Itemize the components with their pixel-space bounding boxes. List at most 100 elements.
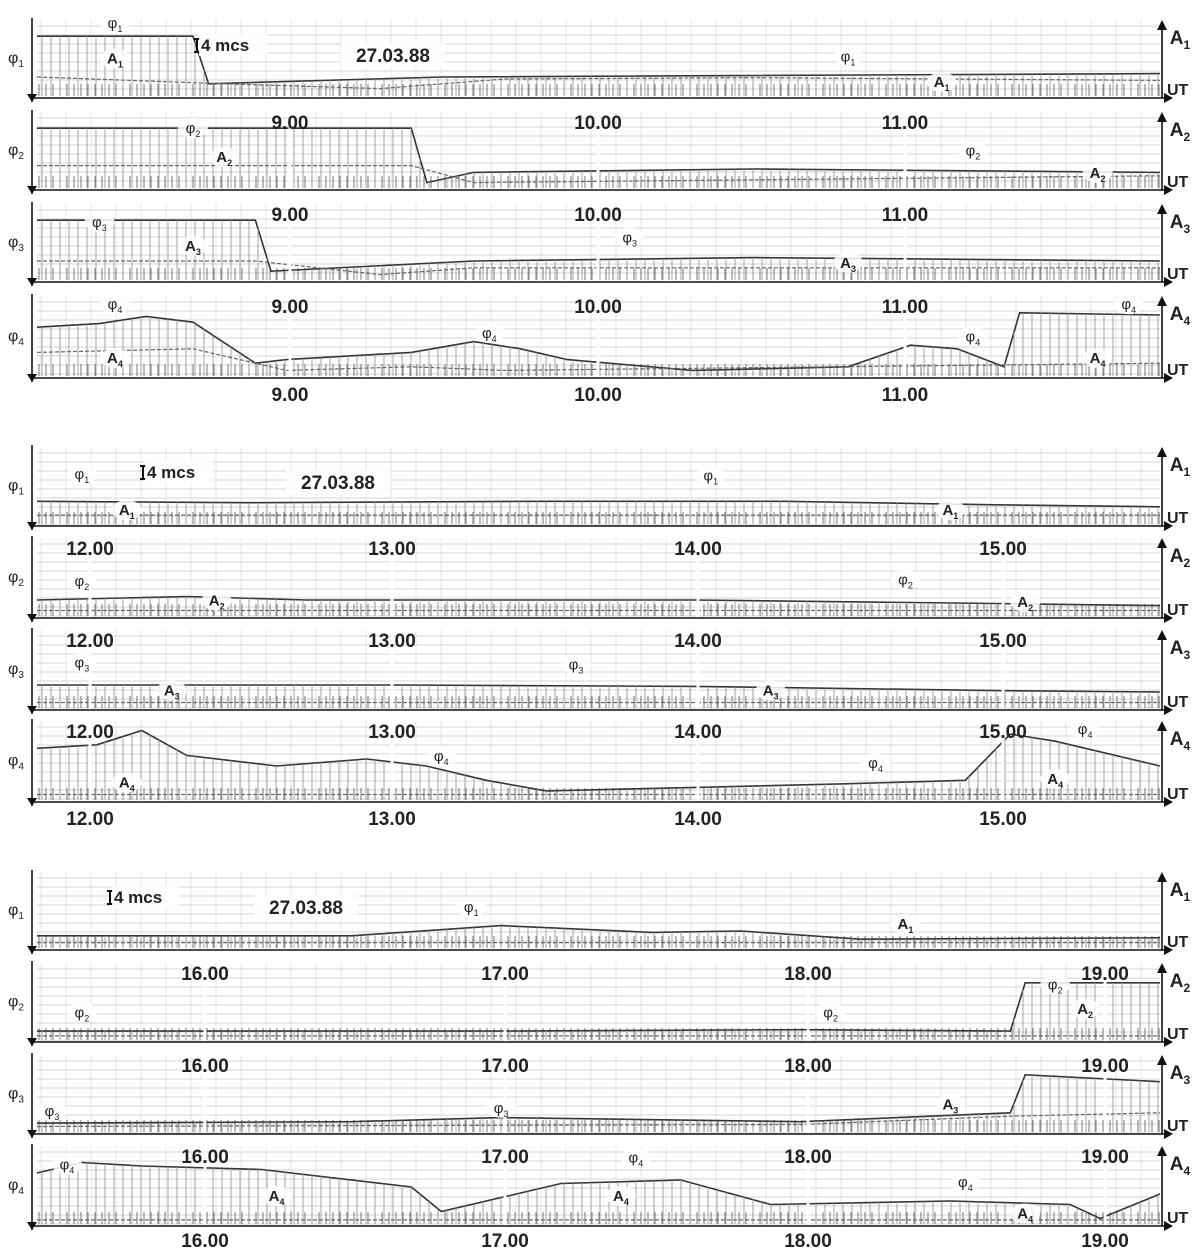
hour-label: 14.00 bbox=[674, 722, 722, 743]
curve-annotation: φ4 bbox=[868, 755, 883, 774]
curve-annotation: A3 bbox=[164, 683, 180, 702]
hour-label: 16.00 bbox=[181, 964, 229, 985]
right-axis-arrow bbox=[1157, 204, 1167, 214]
chart-strip: 16.00 17.00 18.00 19.00 φ2 A2 UT φ2 φ2 φ2 A2 bbox=[8, 961, 1191, 1047]
label-backdrop bbox=[341, 43, 445, 67]
curve-annotation: A4 bbox=[613, 1188, 629, 1207]
chart-strip: 9.00 10.00 11.00 φ2 A2 UT φ2 A2 φ2 A2 bbox=[8, 110, 1191, 195]
chart-strip: 12.00 13.00 14.00 15.00 φ4 A4 UT φ4 A4 φ4 φ4 A4 bbox=[8, 719, 1191, 807]
time-axis-tick-label: 17.00 bbox=[481, 1231, 529, 1251]
right-axis-arrow bbox=[1157, 296, 1167, 306]
amplitude-axis-label: A2 bbox=[1170, 120, 1191, 144]
hour-label: 11.00 bbox=[882, 113, 929, 134]
time-axis-arrow bbox=[1164, 185, 1173, 195]
annotation-backdrop bbox=[177, 235, 208, 256]
phi-axis-label: φ3 bbox=[8, 234, 24, 254]
chart-strip: 16.00 17.00 18.00 19.00 φ3 A3 UT φ3 φ3 A3 bbox=[8, 1053, 1191, 1139]
hour-label: 19.00 bbox=[1081, 1056, 1129, 1077]
curve-annotation: A2 bbox=[1090, 165, 1106, 184]
annotation-backdrop bbox=[860, 753, 891, 774]
phi-axis-label: φ2 bbox=[8, 569, 24, 589]
series-line-phi bbox=[37, 684, 1161, 693]
curve-annotation: φ3 bbox=[569, 657, 584, 676]
hour-label: 15.00 bbox=[979, 539, 1027, 560]
curve-annotation: φ4 bbox=[60, 1157, 75, 1176]
annotation-backdrop bbox=[261, 1186, 292, 1206]
annotation-backdrop bbox=[99, 348, 130, 369]
curve-annotation: φ3 bbox=[75, 655, 90, 674]
annotation-backdrop bbox=[605, 1186, 636, 1206]
hour-label: 18.00 bbox=[784, 1056, 832, 1077]
curve-annotation: A3 bbox=[942, 1096, 958, 1115]
hour-label: 16.00 bbox=[181, 1147, 229, 1168]
curve-annotation: φ2 bbox=[75, 573, 90, 592]
hour-label: 9.00 bbox=[272, 113, 309, 134]
ut-axis-label: UT bbox=[1167, 1118, 1189, 1135]
ut-axis-label: UT bbox=[1167, 82, 1189, 99]
date-title: 27.03.88 bbox=[269, 898, 343, 919]
label-backdrop bbox=[199, 34, 267, 56]
time-axis-arrow bbox=[1164, 1037, 1173, 1047]
curve-annotation: φ3 bbox=[494, 1100, 509, 1119]
time-axis-arrow bbox=[1164, 277, 1173, 287]
phi-axis-label: φ1 bbox=[8, 50, 24, 70]
curve-annotation: A1 bbox=[934, 74, 950, 93]
curve-annotation: φ4 bbox=[958, 1174, 973, 1193]
annotation-backdrop bbox=[66, 464, 97, 485]
amplitude-axis-label: A4 bbox=[1170, 729, 1191, 753]
curve-annotation: A1 bbox=[107, 50, 123, 69]
time-axis-arrow bbox=[1164, 797, 1173, 807]
curve-annotation: A3 bbox=[185, 238, 201, 257]
curve-annotation: A4 bbox=[107, 350, 123, 369]
amplitude-axis-label: A1 bbox=[1170, 880, 1191, 904]
time-axis-tick-label: 18.00 bbox=[784, 1231, 832, 1251]
chart-strip: 12.00 13.00 14.00 15.00 φ3 A3 UT φ3 A3 φ3 A3 bbox=[8, 628, 1191, 715]
ut-axis-label: UT bbox=[1167, 510, 1189, 527]
hour-label: 17.00 bbox=[481, 1056, 529, 1077]
ut-axis-label: UT bbox=[1167, 266, 1189, 283]
annotation-backdrop bbox=[84, 212, 115, 232]
phi-axis-label: φ4 bbox=[8, 1177, 24, 1197]
label-backdrop bbox=[286, 470, 390, 494]
annotation-backdrop bbox=[1010, 1203, 1041, 1224]
curve-annotation: φ4 bbox=[1078, 721, 1093, 740]
annotation-backdrop bbox=[1070, 998, 1101, 1019]
annotation-backdrop bbox=[99, 48, 130, 69]
curve-annotation: φ2 bbox=[898, 572, 913, 591]
chart-panel-3: φ1 A1 UT φ1 A1 16.00 17.00 18.00 19.00 φ2 A2 UT φ2 φ2… bbox=[8, 870, 1191, 1251]
time-axis-arrow bbox=[1164, 93, 1173, 103]
series-line-a bbox=[36, 76, 1161, 90]
curve-annotation: φ1 bbox=[108, 15, 123, 34]
curve-annotation: φ1 bbox=[464, 899, 479, 918]
annotation-backdrop bbox=[755, 680, 786, 701]
chart-panel-2: φ1 A1 UT φ1 A1 φ1 A1 12.00 13.00 14.00 15.00 φ2 A2 UT… bbox=[8, 445, 1191, 830]
right-axis-arrow bbox=[1157, 112, 1167, 122]
ut-axis-label: UT bbox=[1167, 934, 1189, 951]
date-title: 27.03.88 bbox=[356, 46, 430, 67]
hour-label: 15.00 bbox=[979, 631, 1027, 652]
time-axis-tick-label: 16.00 bbox=[181, 1231, 229, 1251]
time-axis-arrow bbox=[1164, 1129, 1173, 1139]
phi-axis-label: φ4 bbox=[8, 753, 24, 773]
hour-label: 11.00 bbox=[882, 205, 929, 226]
phi-axis-label: φ1 bbox=[8, 477, 24, 497]
amplitude-axis-label: A1 bbox=[1170, 28, 1191, 52]
curve-annotation: φ2 bbox=[823, 1004, 838, 1023]
hour-label: 17.00 bbox=[481, 964, 529, 985]
annotation-backdrop bbox=[620, 1147, 651, 1168]
curve-annotation: φ4 bbox=[965, 329, 980, 348]
curve-annotation: φ4 bbox=[1121, 296, 1136, 315]
annotation-backdrop bbox=[51, 1154, 82, 1175]
amplitude-axis-label: A3 bbox=[1170, 638, 1191, 662]
hour-label: 13.00 bbox=[368, 631, 416, 652]
curve-annotation: φ4 bbox=[108, 296, 123, 315]
amplitude-axis-label: A2 bbox=[1170, 546, 1191, 570]
time-axis-tick-label: 13.00 bbox=[368, 809, 416, 830]
annotation-backdrop bbox=[890, 569, 921, 590]
series-line-phi bbox=[37, 924, 1161, 941]
series-line-phi bbox=[36, 729, 1161, 792]
chart-strip: 9.00 10.00 11.00 φ4 A4 UT φ4 A4 φ4 φ4 φ4 A4 bbox=[8, 294, 1191, 383]
time-axis-tick-label: 10.00 bbox=[574, 385, 622, 406]
